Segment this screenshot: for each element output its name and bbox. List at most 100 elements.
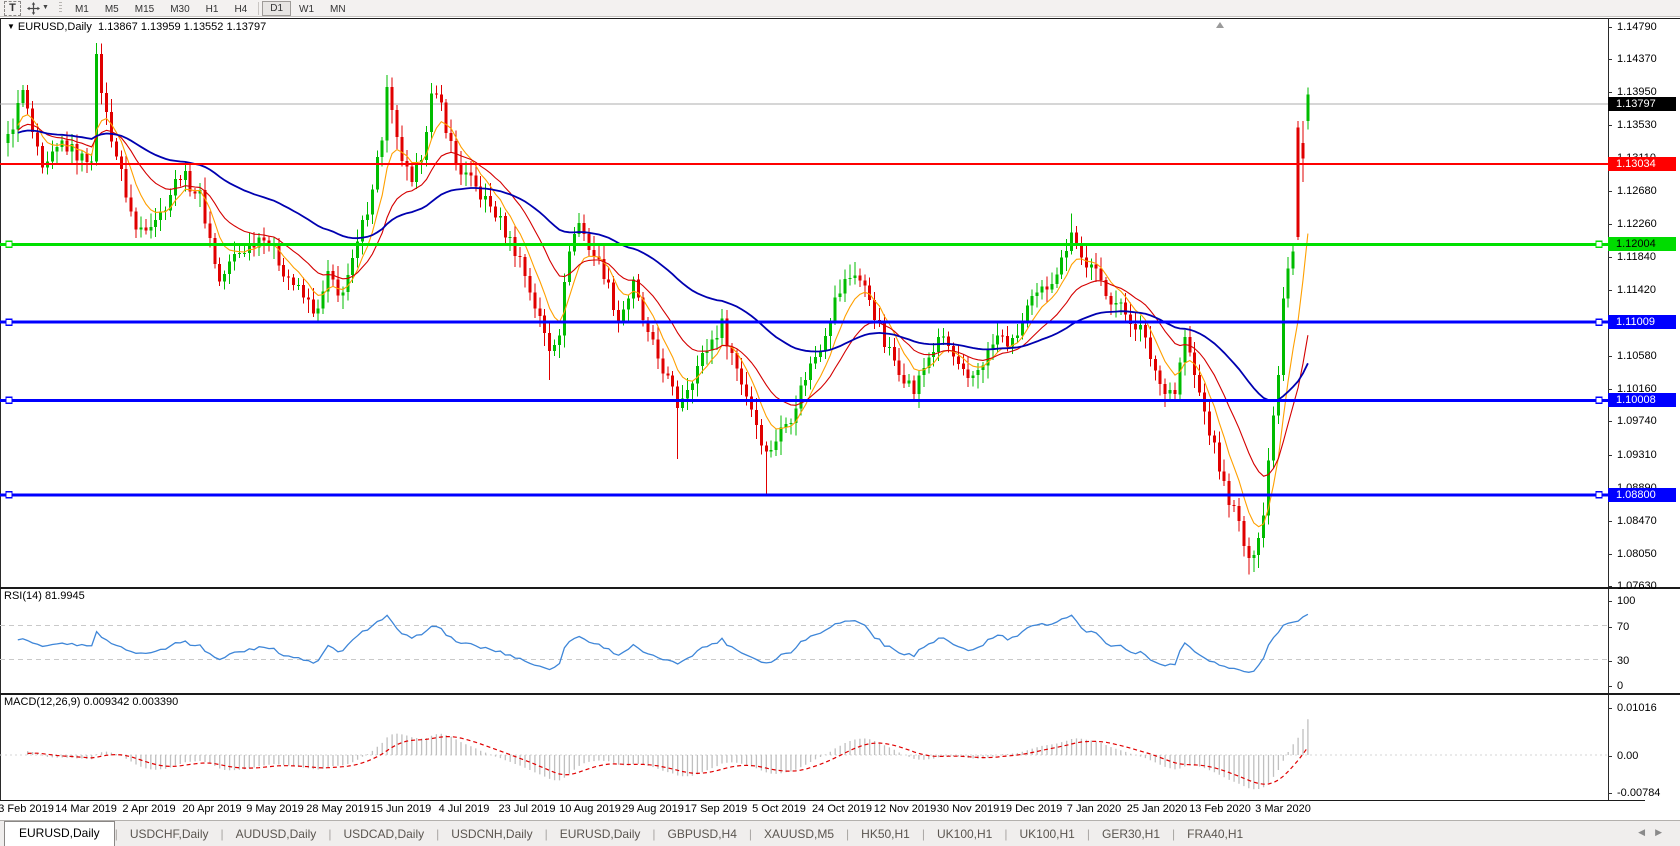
tab-separator: | — [328, 827, 332, 841]
chart-tab-usdchf-daily[interactable]: USDCHF,Daily — [129, 827, 209, 841]
horizontal-level-line[interactable] — [0, 318, 1608, 326]
tab-scroll-arrows[interactable]: ◀▶ — [1638, 827, 1672, 838]
price-tick-label: 1.14370 — [1617, 53, 1657, 66]
date-tick-label: 24 Oct 2019 — [812, 803, 872, 815]
price-tick-label: 1.07630 — [1617, 580, 1657, 593]
date-tick-label: 15 Jun 2019 — [370, 803, 432, 815]
toolbar-grip[interactable] — [58, 2, 62, 14]
tab-separator: | — [1086, 827, 1090, 841]
date-tick-label: 12 Nov 2019 — [873, 803, 937, 815]
price-tick-label: 1.12260 — [1617, 218, 1657, 231]
chart-tab-usdcad-daily[interactable]: USDCAD,Daily — [343, 827, 425, 841]
axis-tick-mark — [1608, 686, 1612, 687]
timeframe-button-m1[interactable]: M1 — [67, 1, 97, 16]
date-tick-label: 17 Sep 2019 — [684, 803, 748, 815]
rsi-macd-separator[interactable] — [0, 693, 1680, 695]
ma-slow-blue-line — [17, 129, 1309, 402]
rsi-tick-label: 70 — [1617, 620, 1630, 633]
axis-tick-mark — [1608, 26, 1612, 28]
chart-tab-xauusd-m5[interactable]: XAUUSD,M5 — [764, 827, 835, 841]
ma-fast-orange-line — [17, 113, 1309, 528]
price-tick-label: 1.13950 — [1617, 86, 1657, 99]
horizontal-level-line[interactable] — [0, 491, 1608, 499]
rsi-indicator-chart[interactable] — [0, 589, 1608, 693]
chart-tab-eurusd-daily[interactable]: EURUSD,Daily — [4, 821, 115, 846]
timeframe-button-m5[interactable]: M5 — [97, 1, 127, 16]
axis-tick-mark — [1608, 257, 1612, 259]
line-handle[interactable] — [1595, 396, 1603, 405]
timeframe-button-mn[interactable]: MN — [322, 1, 354, 16]
macd-signal-line — [27, 736, 1309, 785]
tab-separator: | — [921, 827, 925, 841]
axis-tick-mark — [1608, 626, 1612, 628]
timeframe-toolbar: M1 M5 M15 M30 H1 H4 D1 W1 MN — [67, 0, 354, 17]
chart-shift-marker-icon[interactable] — [1216, 22, 1224, 28]
date-tick-label: 14 Mar 2019 — [55, 803, 117, 815]
crosshair-tool-button[interactable]: ▼ — [23, 1, 53, 16]
price-tick-label: 1.11420 — [1617, 284, 1656, 296]
hline-price-badge: 1.12004 — [1608, 237, 1676, 252]
date-tick-label: 19 Dec 2019 — [999, 803, 1063, 815]
line-handle[interactable] — [5, 491, 13, 499]
chart-tab-audusd-daily[interactable]: AUDUSD,Daily — [235, 827, 317, 841]
line-handle[interactable] — [1595, 491, 1603, 499]
collapse-arrow-icon[interactable]: ▼ — [7, 22, 15, 31]
axis-tick-mark — [1608, 520, 1612, 522]
date-tick-label: 2 Apr 2019 — [122, 803, 176, 815]
crosshair-icon — [27, 1, 40, 15]
hline-price-badge: 1.08800 — [1608, 487, 1676, 502]
axis-tick-mark — [1608, 421, 1612, 423]
price-tick-label: 1.10580 — [1617, 349, 1657, 362]
price-tick-label: 1.10160 — [1617, 382, 1657, 395]
line-handle[interactable] — [5, 318, 13, 326]
main-rsi-separator[interactable] — [0, 587, 1680, 589]
timeframe-button-d1[interactable]: D1 — [262, 0, 292, 16]
timeframe-button-w1[interactable]: W1 — [291, 1, 322, 16]
line-handle[interactable] — [1595, 318, 1603, 326]
line-handle[interactable] — [5, 396, 13, 405]
chart-tab-uk100-h1[interactable]: UK100,H1 — [936, 827, 993, 841]
chart-title: ▼ EURUSD,Daily 1.13867 1.13959 1.13552 1.… — [7, 21, 266, 33]
timeframe-button-m15[interactable]: M15 — [127, 1, 162, 16]
date-tick-label: 5 Oct 2019 — [752, 803, 806, 815]
macd-indicator-chart[interactable] — [0, 695, 1608, 800]
timeframe-button-m30[interactable]: M30 — [162, 1, 197, 16]
tab-scroll-right-icon: ▶ — [1655, 827, 1672, 837]
axis-tick-mark — [1608, 586, 1612, 588]
rsi-tick-label: 100 — [1617, 595, 1636, 607]
text-tool-button[interactable]: T — [4, 0, 21, 16]
date-tick-label: 23 Feb 2019 — [0, 803, 54, 815]
hline-price-badge: 1.11009 — [1608, 315, 1676, 330]
main-price-chart[interactable] — [0, 19, 1608, 587]
chart-tab-gbpusd-h4[interactable]: GBPUSD,H4 — [667, 827, 737, 841]
tab-separator: | — [114, 827, 118, 841]
price-axis[interactable]: 1.147901.143701.139501.135301.131101.126… — [1608, 18, 1680, 801]
chart-tab-hk50-h1[interactable]: HK50,H1 — [861, 827, 910, 841]
axis-tick-mark — [1608, 290, 1612, 291]
rsi-label: RSI(14) 81.9945 — [4, 590, 85, 602]
chart-tab-fra40-h1[interactable]: FRA40,H1 — [1187, 827, 1244, 841]
macd-label: MACD(12,26,9) 0.009342 0.003390 — [4, 696, 179, 708]
chart-tab-usdcnh-daily[interactable]: USDCNH,Daily — [451, 827, 533, 841]
current-price-badge: 1.13797 — [1608, 97, 1676, 112]
tab-separator: | — [1004, 827, 1008, 841]
tab-separator: | — [846, 827, 850, 841]
horizontal-level-line[interactable] — [0, 396, 1608, 405]
price-tick-label: 1.11840 — [1617, 251, 1656, 264]
chart-tab-eurusd-daily[interactable]: EURUSD,Daily — [559, 827, 641, 841]
chart-tab-bar: ◀▶ EURUSD,Daily | USDCHF,Daily | AUDUSD,Dail… — [0, 820, 1680, 846]
price-tick-label: 1.09740 — [1617, 415, 1657, 428]
date-tick-label: 9 May 2019 — [246, 803, 304, 815]
timeframe-button-h4[interactable]: H4 — [226, 1, 255, 16]
chart-tab-uk100-h1[interactable]: UK100,H1 — [1019, 827, 1075, 841]
price-axis-separator — [1608, 18, 1609, 801]
line-handle[interactable] — [1595, 240, 1603, 249]
timeframe-button-h1[interactable]: H1 — [198, 1, 227, 16]
tab-separator: | — [1172, 827, 1176, 841]
horizontal-level-line[interactable] — [0, 240, 1608, 249]
line-handle[interactable] — [5, 240, 13, 249]
chart-tab-ger30-h1[interactable]: GER30,H1 — [1101, 827, 1161, 841]
axis-tick-mark — [1608, 601, 1612, 602]
macd-histogram — [27, 719, 1309, 790]
